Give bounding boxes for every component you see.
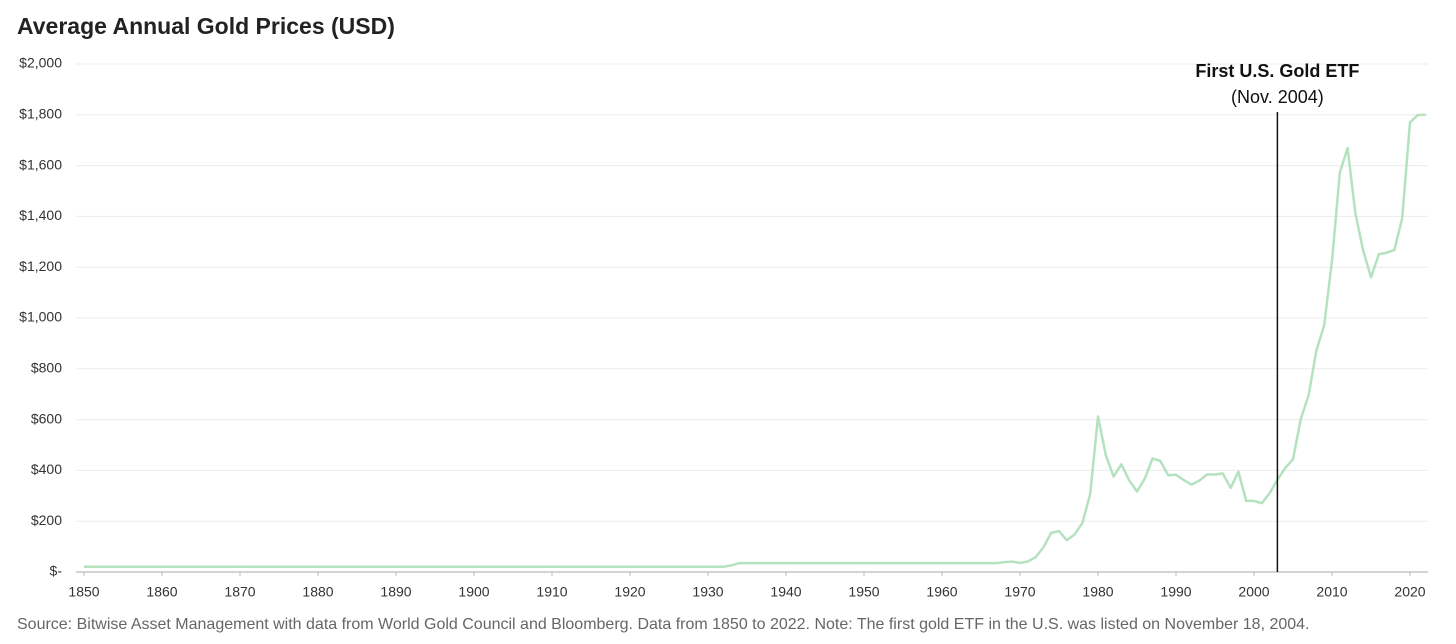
x-tick-label: 1930 <box>692 584 723 600</box>
y-tick-label: $- <box>50 563 63 579</box>
x-tick-label: 2010 <box>1316 584 1347 600</box>
x-tick-label: 1880 <box>302 584 333 600</box>
x-tick-label: 1910 <box>536 584 567 600</box>
y-tick-label: $1,200 <box>19 258 62 274</box>
y-tick-label: $1,800 <box>19 106 62 122</box>
x-tick-label: 1890 <box>380 584 411 600</box>
price-line <box>84 113 1426 568</box>
x-tick-label: 1900 <box>458 584 489 600</box>
x-tick-label: 1970 <box>1004 584 1035 600</box>
y-tick-label: $2,000 <box>19 55 62 71</box>
y-tick-label: $800 <box>31 360 62 376</box>
x-tick-label: 1980 <box>1082 584 1113 600</box>
x-tick-label: 1990 <box>1160 584 1191 600</box>
annotation-title: First U.S. Gold ETF <box>1195 61 1359 81</box>
y-tick-label: $1,400 <box>19 207 62 223</box>
source-note: Source: Bitwise Asset Management with da… <box>17 616 1310 633</box>
x-tick-label: 2020 <box>1394 584 1425 600</box>
y-tick-label: $200 <box>31 512 62 528</box>
annotation-subtitle: (Nov. 2004) <box>1231 87 1324 107</box>
x-tick-label: 1860 <box>146 584 177 600</box>
x-tick-label: 1940 <box>770 584 801 600</box>
y-tick-label: $600 <box>31 410 62 426</box>
x-tick-label: 1850 <box>68 584 99 600</box>
x-tick-label: 1920 <box>614 584 645 600</box>
x-tick-label: 1870 <box>224 584 255 600</box>
y-tick-label: $1,000 <box>19 309 62 325</box>
x-tick-label: 1950 <box>848 584 879 600</box>
chart-title: Average Annual Gold Prices (USD) <box>17 13 395 39</box>
y-tick-label: $1,600 <box>19 156 62 172</box>
y-tick-label: $400 <box>31 461 62 477</box>
x-tick-label: 2000 <box>1238 584 1269 600</box>
x-tick-label: 1960 <box>926 584 957 600</box>
